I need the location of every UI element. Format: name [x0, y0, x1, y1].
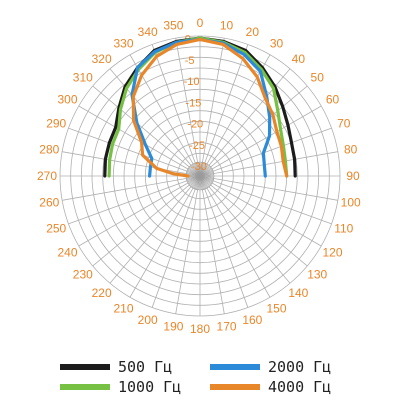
radial-label: -15	[185, 97, 201, 109]
grid-spoke	[201, 187, 225, 314]
angle-label: 310	[73, 71, 93, 85]
grid-spoke	[151, 44, 197, 165]
angle-label: 40	[292, 52, 306, 66]
series-line	[131, 37, 289, 178]
legend-swatch-2000	[210, 364, 260, 370]
angle-label: 200	[138, 313, 158, 327]
grid-spoke	[207, 68, 291, 168]
angle-label: 50	[311, 71, 325, 85]
radial-label: -30	[191, 161, 207, 173]
grid-spoke	[211, 177, 338, 201]
legend-item-4000: 4000 Гц	[210, 378, 331, 396]
angle-label: 300	[57, 93, 77, 107]
radial-labels: 0-5-10-15-20-25-30	[184, 34, 207, 174]
legend-label-4000: 4000 Гц	[268, 378, 332, 396]
angle-label: 70	[337, 117, 351, 131]
grid-spoke	[68, 127, 189, 173]
angle-label: 320	[92, 52, 112, 66]
radial-label: -20	[187, 119, 203, 131]
legend-swatch-500	[60, 364, 110, 370]
angle-label: 340	[138, 25, 158, 39]
grid-spoke	[78, 181, 190, 247]
legend-swatch-1000	[60, 384, 110, 390]
legend-label-2000: 2000 Гц	[268, 358, 332, 376]
angle-label: 160	[242, 313, 262, 327]
angle-label: 290	[46, 117, 66, 131]
grid-spoke	[62, 177, 189, 201]
grid-spoke	[92, 183, 192, 267]
angle-label: 140	[288, 286, 308, 300]
angle-label: 0	[197, 16, 204, 30]
grid-spoke	[207, 184, 291, 284]
grid-spoke	[203, 187, 249, 308]
grid-spoke	[68, 179, 189, 225]
legend-label-500: 500 Гц	[118, 358, 173, 376]
angle-label: 170	[217, 320, 237, 334]
angle-label: 110	[334, 221, 353, 235]
grid-spoke	[109, 184, 193, 284]
legend-item-500: 500 Гц	[60, 358, 172, 376]
polar-grid	[59, 35, 341, 317]
angle-label: 20	[246, 25, 260, 39]
grid-spoke	[211, 151, 338, 175]
grid-spoke	[129, 54, 195, 166]
grid-spoke	[208, 85, 308, 169]
angle-label: 120	[322, 246, 342, 260]
grid-spoke	[151, 187, 197, 308]
radial-label: -10	[184, 76, 200, 88]
angle-label: 280	[39, 142, 59, 156]
legend-item-2000: 2000 Гц	[210, 358, 331, 376]
angle-label: 260	[39, 196, 59, 210]
angle-label: 30	[270, 36, 284, 50]
grid-spoke	[92, 85, 192, 169]
legend-swatch-4000	[210, 384, 260, 390]
angle-label: 240	[57, 246, 77, 260]
grid-spoke	[210, 181, 322, 247]
angle-label: 330	[113, 36, 133, 50]
radial-label: -5	[185, 55, 195, 67]
grid-spoke	[109, 68, 193, 168]
angle-label: 220	[92, 286, 112, 300]
grid-spoke	[78, 105, 190, 171]
angle-label: 130	[307, 267, 327, 281]
angle-label: 90	[346, 169, 360, 183]
grid-spoke	[129, 186, 195, 298]
center-hub	[185, 161, 215, 191]
angle-label: 210	[113, 302, 133, 316]
angle-label: 250	[46, 221, 66, 235]
angle-label: 350	[163, 18, 183, 32]
angle-label: 190	[163, 320, 183, 334]
angle-label: 150	[266, 302, 286, 316]
grid-spoke	[203, 44, 249, 165]
hub-spoke	[198, 162, 201, 177]
radial-label: -25	[189, 140, 205, 152]
legend-item-1000: 1000 Гц	[60, 378, 181, 396]
grid-spoke	[175, 187, 199, 314]
angle-label: 230	[73, 267, 93, 281]
grid-spoke	[211, 127, 332, 173]
angle-label: 10	[220, 18, 234, 32]
grid-spoke	[211, 179, 332, 225]
grid-spoke	[175, 38, 199, 165]
grid-spoke	[201, 38, 225, 165]
legend: 500 Гц 2000 Гц 1000 Гц 4000 Гц	[0, 350, 400, 400]
angle-label: 180	[190, 322, 210, 336]
angle-label: 60	[326, 93, 340, 107]
legend-label-1000: 1000 Гц	[118, 378, 182, 396]
grid-spoke	[208, 183, 308, 267]
angle-label: 100	[341, 196, 361, 210]
grid-spoke	[210, 105, 322, 171]
angle-label: 80	[344, 142, 358, 156]
angle-label: 270	[37, 169, 57, 183]
grid-spoke	[205, 186, 271, 298]
series-lines	[103, 36, 297, 178]
